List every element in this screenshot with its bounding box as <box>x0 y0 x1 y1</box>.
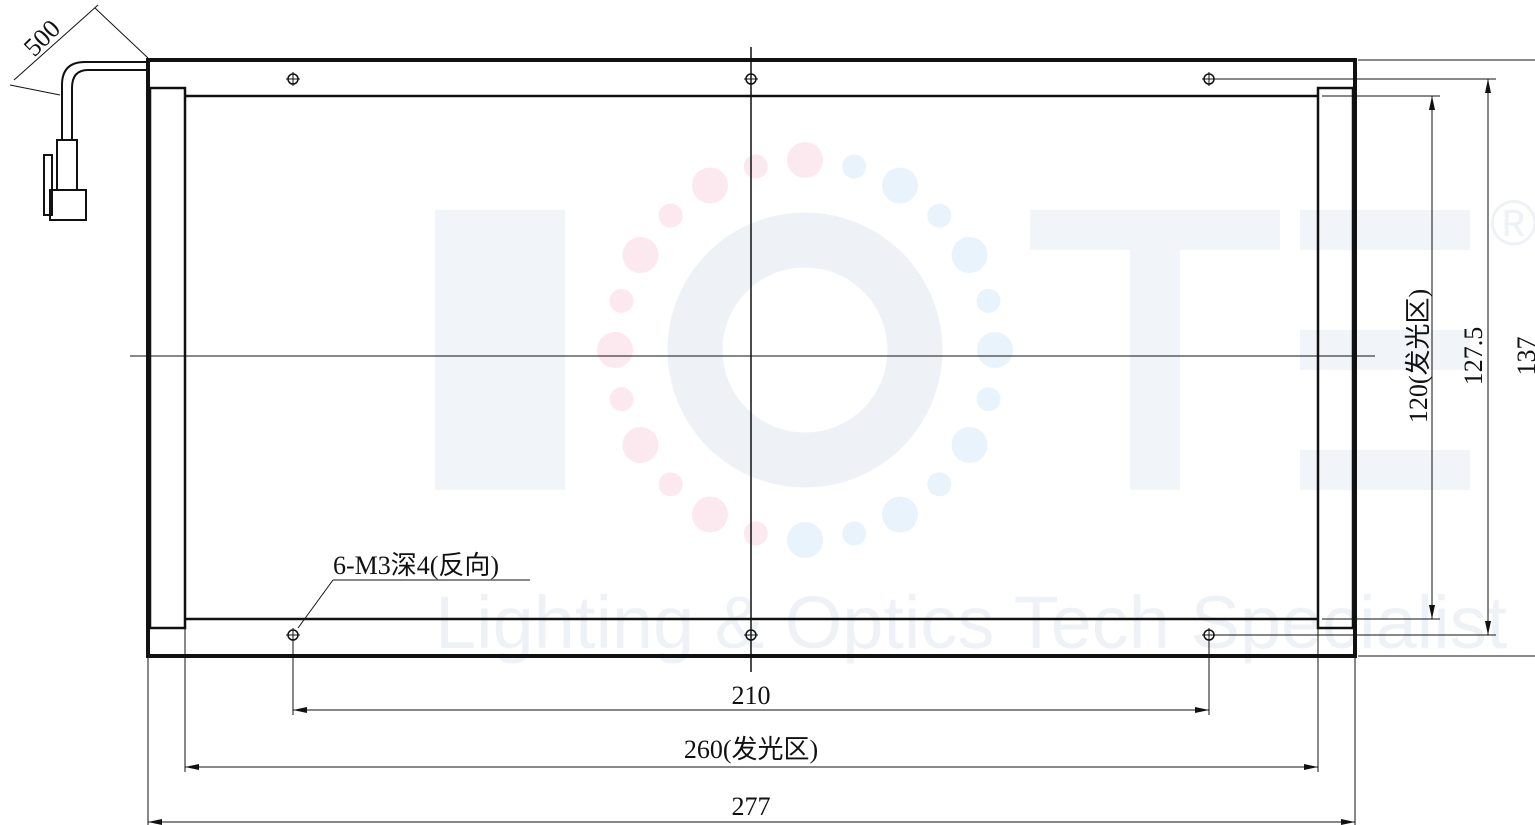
wm-dot <box>622 237 658 273</box>
wm-dot <box>744 522 768 546</box>
geometry <box>10 5 1535 825</box>
wm-dot <box>977 289 1001 313</box>
dim-277: 277 <box>732 792 771 821</box>
wm-ring <box>695 240 915 460</box>
wm-dot <box>952 427 988 463</box>
dim-120: 120(发光区) <box>1404 289 1433 423</box>
hole-note: 6-M3深4(反向) <box>333 551 499 580</box>
wm-dot <box>659 472 683 496</box>
wm-dot <box>927 472 951 496</box>
dim-137: 137 <box>1512 337 1535 376</box>
wm-dot <box>692 167 728 203</box>
wm-letter <box>1130 210 1180 490</box>
wm-dot <box>977 387 1001 411</box>
wm-dot <box>842 154 866 178</box>
wm-letter <box>1300 330 1470 370</box>
ext-line <box>10 85 60 95</box>
wm-dot <box>787 142 823 178</box>
wm-letter <box>1300 210 1470 250</box>
dim-210: 210 <box>732 681 771 710</box>
end-cap <box>150 88 185 628</box>
wm-dot <box>659 204 683 228</box>
wm-dot <box>882 497 918 533</box>
watermark-registered: ® <box>1490 187 1535 259</box>
wm-dot <box>927 204 951 228</box>
wm-dot <box>609 289 633 313</box>
connector <box>50 190 86 220</box>
wm-letter <box>435 210 565 490</box>
wm-dot <box>597 332 633 368</box>
wm-dot <box>692 497 728 533</box>
watermark-tagline: Lighting & Optics Tech Specialist <box>435 581 1508 664</box>
cable <box>62 62 148 140</box>
wm-dot <box>842 522 866 546</box>
dim-127-5: 127.5 <box>1459 327 1488 386</box>
drawing: Lighting & Optics Tech Specialist ® 210 … <box>0 0 1535 825</box>
ext-line <box>95 8 148 58</box>
wm-dot <box>882 167 918 203</box>
wm-dot <box>622 427 658 463</box>
wm-dot <box>977 332 1013 368</box>
watermark <box>435 142 1470 558</box>
wm-dot <box>609 387 633 411</box>
leader <box>298 580 333 628</box>
wm-dot <box>787 522 823 558</box>
dim-260: 260(发光区) <box>684 735 818 764</box>
dim-cable: 500 <box>18 14 66 62</box>
connector <box>57 140 77 190</box>
wm-dot <box>952 237 988 273</box>
wm-dot <box>744 154 768 178</box>
wm-letter <box>1300 450 1470 490</box>
